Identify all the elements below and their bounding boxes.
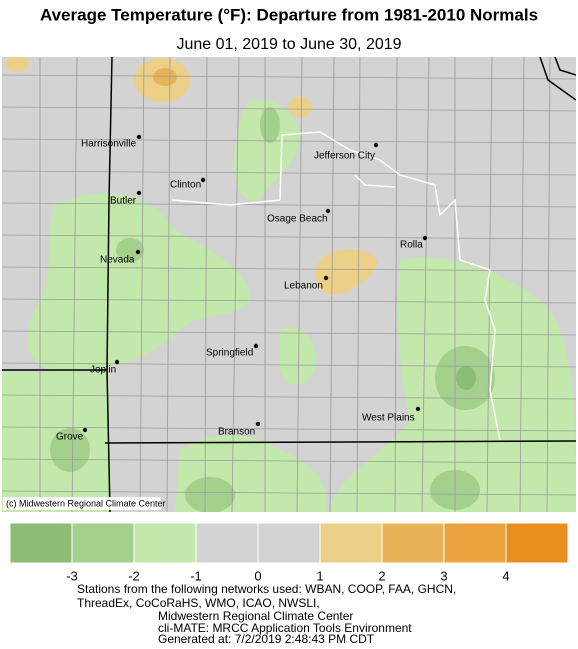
county-line [421, 57, 430, 512]
city-label: Clinton [170, 180, 201, 191]
city-label: Rolla [400, 240, 423, 251]
legend-tick: 3 [440, 568, 447, 583]
subtitle: June 01, 2019 to June 30, 2019 [176, 36, 401, 53]
county-line [139, 57, 145, 512]
city-label: Lebanon [284, 281, 323, 292]
city-dot [325, 208, 331, 214]
city-label: Branson [218, 427, 255, 438]
legend-swatch [505, 522, 569, 564]
city-dot [136, 190, 142, 196]
map: Harrisonville Jefferson City Clinton Butler… [2, 57, 576, 512]
county-line [2, 490, 576, 496]
map-credit: (c) Midwestern Regional Climate Center [6, 498, 166, 508]
legend-swatch [195, 522, 259, 564]
city-dot [82, 427, 88, 433]
county-line [329, 57, 335, 512]
city-dot [373, 142, 379, 148]
city-label: Osage Beach [267, 214, 328, 225]
county-line [2, 106, 576, 112]
city-dot [255, 421, 261, 427]
legend-swatch [319, 522, 383, 564]
legend-swatch [257, 522, 321, 564]
city-dot [136, 134, 142, 140]
city-dot [135, 249, 141, 255]
legend-tick: -3 [66, 568, 78, 583]
county-line [2, 394, 576, 400]
legend-swatch [9, 522, 73, 564]
county-line [2, 74, 576, 80]
legend-swatch [443, 522, 507, 564]
footer-line: cli-MATE: MRCC Application Tools Environ… [158, 621, 412, 635]
county-line [546, 57, 551, 512]
footer-line: ThreadEx, CoCoRaHS, WMO, ICAO, NWSLI, [77, 596, 320, 610]
county-line [2, 234, 576, 240]
legend-tick: -2 [128, 568, 140, 583]
footer-line: Stations from the following networks use… [77, 582, 456, 596]
city-label: Joplin [90, 365, 116, 376]
city-label: Grove [56, 432, 84, 443]
legend-tick: 4 [502, 568, 509, 583]
county-line [2, 202, 576, 208]
county-line [486, 57, 493, 512]
county-line [394, 57, 398, 512]
county-line [71, 57, 78, 512]
county-line [2, 138, 576, 144]
county-line [166, 57, 171, 512]
legend-tick: 2 [378, 568, 385, 583]
county-line [2, 330, 576, 336]
city-dot [200, 177, 206, 183]
county-line [2, 170, 576, 176]
county-line [2, 426, 576, 432]
legend-swatch [133, 522, 197, 564]
city-label: Butler [110, 196, 137, 207]
title: Average Temperature (°F): Departure from… [40, 5, 538, 24]
city-dot [422, 235, 428, 241]
county-line [2, 266, 576, 272]
legend-swatch [381, 522, 445, 564]
legend-swatch [71, 522, 135, 564]
footer-line: Midwestern Regional Climate Center [158, 609, 353, 623]
city-dot [253, 343, 259, 349]
city-label: Springfield [206, 348, 253, 359]
legend-tick: 1 [316, 568, 323, 583]
city-label: Harrisonville [81, 139, 136, 150]
county-line [2, 458, 576, 464]
city-dot [114, 359, 120, 365]
city-label: West Plains [362, 413, 415, 424]
county-line [204, 57, 208, 512]
county-line [519, 57, 525, 512]
legend-tick: -1 [190, 568, 202, 583]
county-line [231, 57, 240, 512]
county-line [356, 57, 361, 512]
city-dot [415, 406, 421, 412]
city-dot [323, 275, 329, 281]
city-label: Nevada [100, 255, 135, 266]
legend-tick: 0 [254, 568, 261, 583]
footer-line: Generated at: 7/2/2019 2:48:43 PM CDT [158, 632, 375, 644]
county-line [2, 298, 576, 304]
county-line [2, 362, 576, 368]
city-label: Jefferson City [314, 151, 375, 162]
